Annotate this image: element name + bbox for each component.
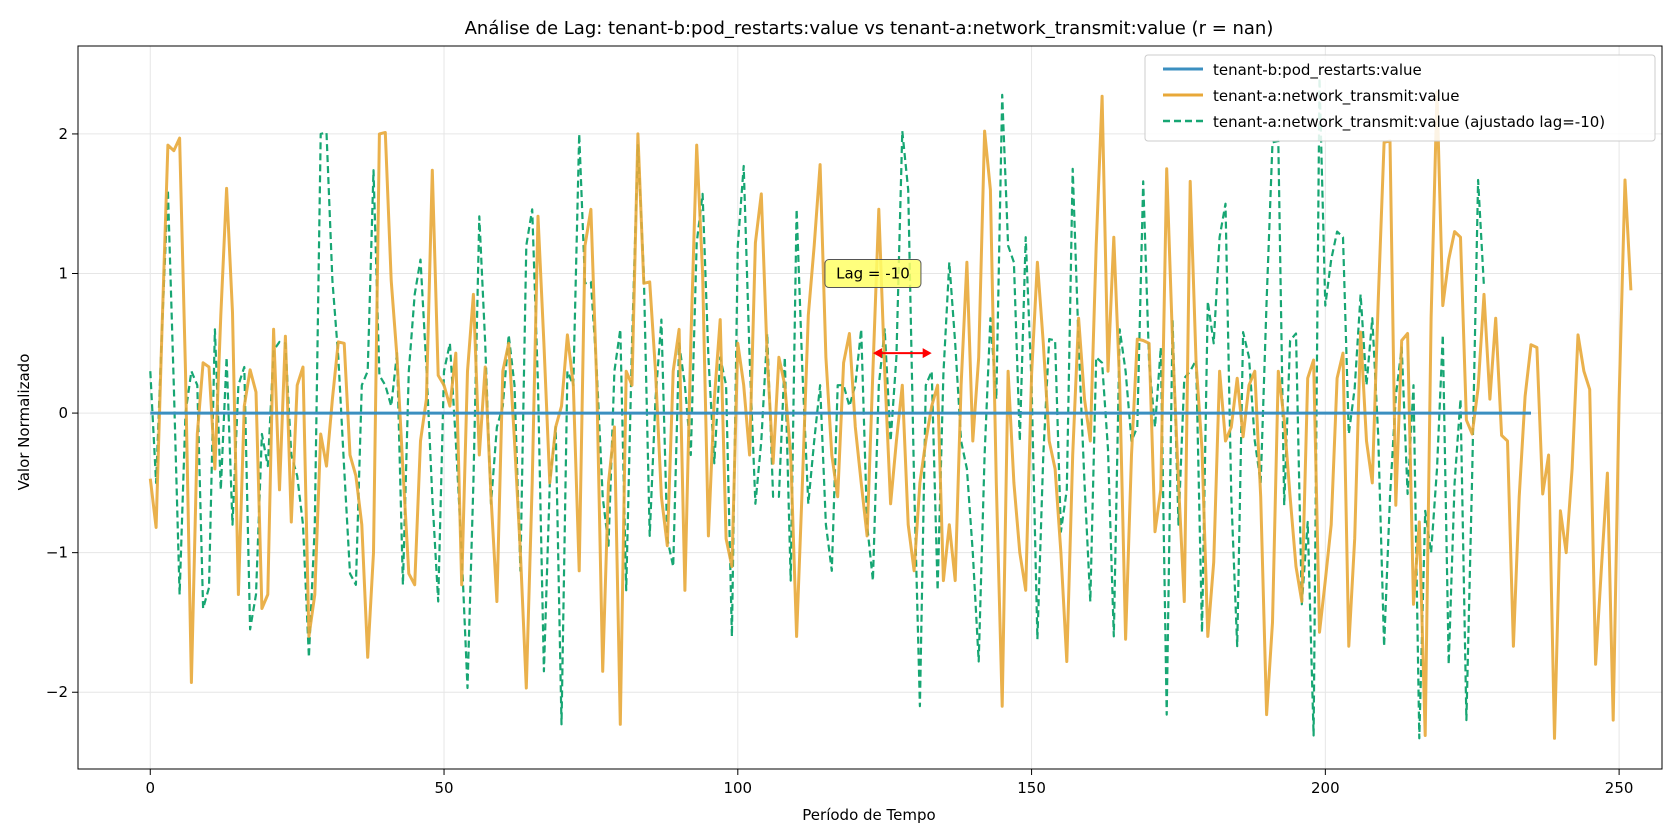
lag-arrow-head-right: [922, 348, 932, 359]
legend-label-network-transmit: tenant-a:network_transmit:value: [1213, 87, 1460, 106]
chart-title: Análise de Lag: tenant-b:pod_restarts:va…: [465, 18, 1274, 39]
series-lines: [148, 76, 1633, 740]
series-line-network-transmit-adjusted: [149, 76, 1486, 740]
x-axis-label: Período de Tempo: [802, 806, 935, 824]
plot-frame: [77, 45, 1663, 770]
legend-label-network-transmit-adjusted: tenant-a:network_transmit:value (ajustad…: [1213, 113, 1605, 132]
lag-arrow-head-left: [872, 348, 882, 359]
x-tick-label: 250: [1605, 779, 1634, 797]
y-tick-label: 0: [58, 404, 68, 422]
lag-label-box: [824, 259, 922, 289]
series-line-network-transmit: [148, 90, 1633, 740]
y-axis-label: Valor Normalizado: [15, 354, 33, 491]
legend: tenant-b:pod_restarts:value tenant-a:net…: [1144, 54, 1656, 142]
lag-label: Lag = -10: [836, 265, 910, 283]
legend-box: [1144, 54, 1656, 142]
y-tick-label: −1: [46, 544, 68, 562]
legend-label-pod-restarts: tenant-b:pod_restarts:value: [1213, 61, 1422, 80]
axis-ticks: 0 50 100 150 200 250 −2 −1 0 1 2: [46, 125, 1634, 797]
x-tick-label: 150: [1017, 779, 1046, 797]
y-tick-label: 1: [58, 265, 68, 283]
y-tick-label: 2: [58, 125, 68, 143]
x-tick-label: 200: [1311, 779, 1340, 797]
y-tick-label: −2: [46, 683, 68, 701]
x-tick-label: 50: [434, 779, 453, 797]
x-tick-label: 0: [145, 779, 155, 797]
lag-annotation: Lag = -10: [824, 259, 932, 359]
x-tick-label: 100: [723, 779, 752, 797]
